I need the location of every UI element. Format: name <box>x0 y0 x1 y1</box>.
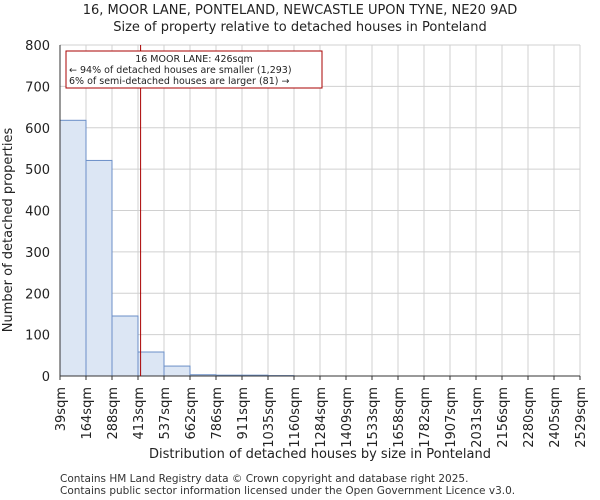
x-tick-label: 786sqm <box>210 387 225 440</box>
y-tick-label: 200 <box>25 287 50 302</box>
y-tick-label: 800 <box>25 39 50 54</box>
bar <box>59 119 87 377</box>
footer-licence: Contains public sector information licen… <box>60 485 516 497</box>
footer-copyright: Contains HM Land Registry data © Crown c… <box>60 473 469 485</box>
x-tick-label: 1284sqm <box>314 387 329 448</box>
x-tick-label: 537sqm <box>158 387 173 440</box>
y-tick-label: 400 <box>25 205 50 220</box>
annotation-box <box>65 50 323 89</box>
x-tick-label: 911sqm <box>236 387 251 440</box>
annotation-larger: 6% of semi-detached houses are larger (8… <box>69 76 289 87</box>
x-tick-label: 2405sqm <box>548 387 563 448</box>
x-tick-label: 39sqm <box>54 387 69 431</box>
x-tick-label: 1160sqm <box>288 387 303 448</box>
bars-group <box>59 119 295 377</box>
x-tick-label: 1409sqm <box>340 387 355 448</box>
x-tick-label: 662sqm <box>184 387 199 440</box>
annotation-smaller: ← 94% of detached houses are smaller (1,… <box>69 65 292 76</box>
x-tick-label: 2280sqm <box>522 387 537 448</box>
chart-title: 16, MOOR LANE, PONTELAND, NEWCASTLE UPON… <box>82 3 518 18</box>
x-axis-label: Distribution of detached houses by size … <box>149 447 491 462</box>
x-tick-label: 1533sqm <box>366 387 381 448</box>
y-tick-label: 700 <box>25 80 50 95</box>
x-tick-label: 1782sqm <box>418 387 433 448</box>
x-tick-label: 288sqm <box>106 387 121 440</box>
x-tick-label: 1658sqm <box>392 387 407 448</box>
annotation-title: 16 MOOR LANE: 426sqm <box>135 54 253 65</box>
y-tick-label: 500 <box>25 163 50 178</box>
x-tick-label: 1907sqm <box>444 387 459 448</box>
bar <box>137 351 165 377</box>
bar <box>163 365 191 377</box>
x-tick-label: 2156sqm <box>496 387 511 448</box>
x-tick-label: 413sqm <box>132 387 147 440</box>
histogram-chart: 0 100 200 300 400 500 600 700 800 39sqm 164sqm 288s… <box>1 39 589 462</box>
bar <box>85 159 113 377</box>
y-tick-label: 300 <box>25 246 50 261</box>
y-tick-label: 600 <box>25 122 50 137</box>
x-tick-label: 2529sqm <box>574 387 589 448</box>
x-tick-label: 164sqm <box>80 387 95 440</box>
chart-subtitle: Size of property relative to detached ho… <box>113 20 487 35</box>
y-tick-label: 0 <box>42 370 50 385</box>
marker-group: 16 MOOR LANE: 426sqm← 94% of detached ho… <box>65 45 323 376</box>
axes-group: 0 100 200 300 400 500 600 700 800 39sqm 164sqm 288s… <box>25 39 589 448</box>
x-tick-label: 2031sqm <box>470 387 485 448</box>
x-tick-label: 1035sqm <box>262 387 277 448</box>
bar <box>111 315 139 377</box>
y-axis-label: Number of detached properties <box>1 128 16 333</box>
y-tick-label: 100 <box>25 329 50 344</box>
